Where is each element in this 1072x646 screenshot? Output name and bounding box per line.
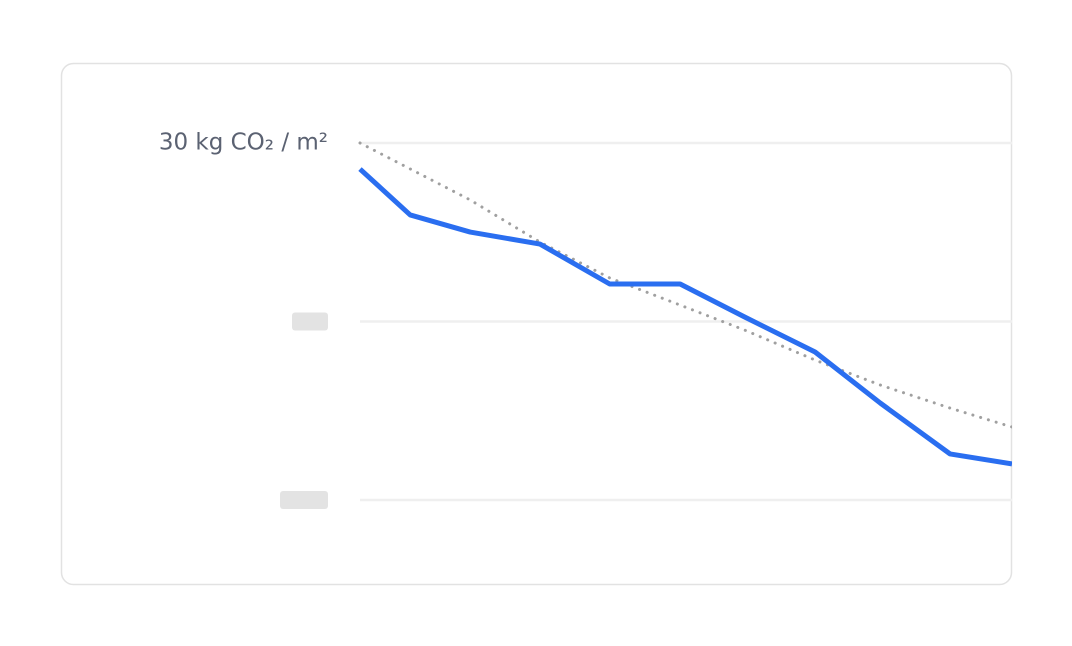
y-tick-placeholder bbox=[292, 312, 328, 331]
data-line bbox=[358, 167, 1012, 467]
card bbox=[60, 62, 1013, 586]
y-tick-placeholder bbox=[280, 491, 328, 509]
y-tick-label: 30 kg CO₂ / m² bbox=[159, 130, 328, 156]
